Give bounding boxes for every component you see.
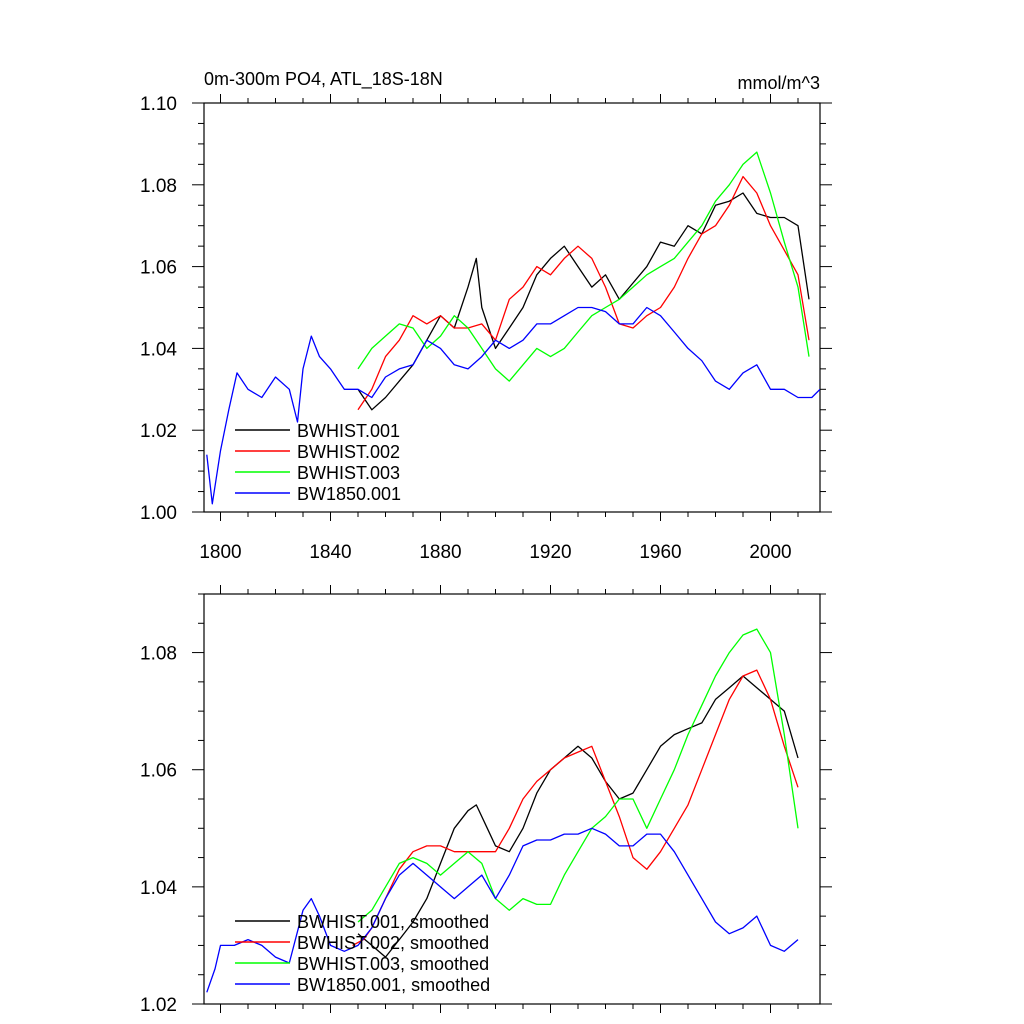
legend-label: BWHIST.001 [297,421,400,441]
y-axis-ticks: 1.02 1.04 1.06 1.08 [140,593,832,1016]
y-tick-label: 1.08 [140,644,177,665]
x-axis-ticks [220,585,799,1013]
series-line-bwhist-001 [357,192,810,411]
legend-label: BW1850.001 [297,484,401,504]
y-tick-label: 1.10 [140,94,177,115]
x-tick-label: 1880 [419,542,461,563]
units-label: mmol/m^3 [738,73,820,93]
x-axis-ticks: 1800 1840 1880 1920 1960 2000 [199,94,799,563]
series-line-bwhist-002-smoothed [352,669,799,946]
chart-title: 0m-300m PO4, ATL_18S-18N [204,69,443,90]
y-tick-label: 1.04 [140,339,177,360]
legend-label: BWHIST.003 [297,463,400,483]
series-line-bw1850-001-smoothed [206,827,799,993]
x-tick-label: 2000 [749,542,791,563]
legend-label: BWHIST.001, smoothed [297,912,489,932]
y-tick-label: 1.06 [140,258,177,279]
y-tick-label: 1.02 [140,421,177,442]
y-tick-label: 1.00 [140,503,177,524]
legend-label: BWHIST.002 [297,442,400,462]
series-line-bwhist-003-smoothed [357,628,799,923]
legend-label: BW1850.001, smoothed [297,975,490,995]
x-tick-label: 1840 [309,542,351,563]
series-line-bwhist-003 [357,151,810,382]
y-tick-label: 1.02 [140,995,177,1016]
series-line-bw1850-001 [206,306,820,505]
x-tick-label: 1960 [639,542,681,563]
legend-label: BWHIST.002, smoothed [297,933,489,953]
series-group [206,628,799,993]
y-tick-label: 1.06 [140,761,177,782]
legend-label: BWHIST.003, smoothed [297,954,489,974]
series-group [206,151,820,505]
po4-raw-chart: 1800 1840 1880 1920 1960 2000 1.00 1.02 1.04 1.06… [140,69,832,563]
y-tick-label: 1.08 [140,176,177,197]
x-tick-label: 1920 [529,542,571,563]
y-axis-ticks: 1.00 1.02 1.04 1.06 1.08 1.10 [140,94,832,524]
x-tick-label: 1800 [199,542,241,563]
series-line-bwhist-002 [357,175,810,411]
y-tick-label: 1.04 [140,878,177,899]
